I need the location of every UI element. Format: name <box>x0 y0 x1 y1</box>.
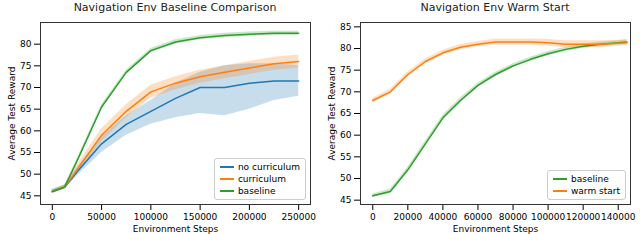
svg-text:250000: 250000 <box>281 212 316 222</box>
html-text:baseline: baseline <box>571 174 609 184</box>
svg-text:50: 50 <box>20 169 32 179</box>
svg-text:120000: 120000 <box>566 212 601 222</box>
svg-text:70: 70 <box>20 82 32 92</box>
html-text:no curriculum: no curriculum <box>237 162 300 172</box>
svg-text:Average Test Reward: Average Test Reward <box>327 67 337 161</box>
svg-text:60: 60 <box>20 126 32 136</box>
svg-text:200000: 200000 <box>232 212 267 222</box>
svg-text:85: 85 <box>340 22 351 32</box>
svg-text:0: 0 <box>370 212 376 222</box>
svg-text:Environment Steps: Environment Steps <box>453 224 539 234</box>
svg-text:55: 55 <box>340 152 351 162</box>
svg-text:50: 50 <box>340 173 352 183</box>
svg-text:80: 80 <box>340 43 352 53</box>
svg-text:75: 75 <box>20 61 31 71</box>
svg-text:70: 70 <box>340 87 352 97</box>
svg-text:55: 55 <box>20 147 31 157</box>
svg-text:0: 0 <box>49 212 55 222</box>
svg-text:140000: 140000 <box>601 212 636 222</box>
svg-text:65: 65 <box>340 108 351 118</box>
svg-text:80000: 80000 <box>499 212 528 222</box>
svg-text:Average Test Reward: Average Test Reward <box>7 67 17 161</box>
svg-text:65: 65 <box>20 104 31 114</box>
svg-text:150000: 150000 <box>183 212 218 222</box>
svg-text:100000: 100000 <box>134 212 169 222</box>
svg-text:100000: 100000 <box>531 212 566 222</box>
svg-text:75: 75 <box>340 65 351 75</box>
svg-text:80: 80 <box>20 39 32 49</box>
html-text:baseline: baseline <box>237 186 276 196</box>
html-text:warm start: warm start <box>571 186 620 196</box>
svg-text:20000: 20000 <box>394 212 423 222</box>
svg-text:40000: 40000 <box>429 212 458 222</box>
html-text:Navigation Env Warm Start: Navigation Env Warm Start <box>420 1 570 14</box>
html-text:curriculum: curriculum <box>237 174 286 184</box>
svg-text:50000: 50000 <box>87 212 116 222</box>
svg-text:60: 60 <box>340 130 352 140</box>
html-text:Navigation Env Baseline Compar: Navigation Env Baseline Comparison <box>73 1 277 14</box>
svg-text:Environment Steps: Environment Steps <box>133 224 219 234</box>
svg-text:45: 45 <box>340 195 351 205</box>
svg-text:45: 45 <box>20 191 31 201</box>
svg-text:60000: 60000 <box>464 212 493 222</box>
